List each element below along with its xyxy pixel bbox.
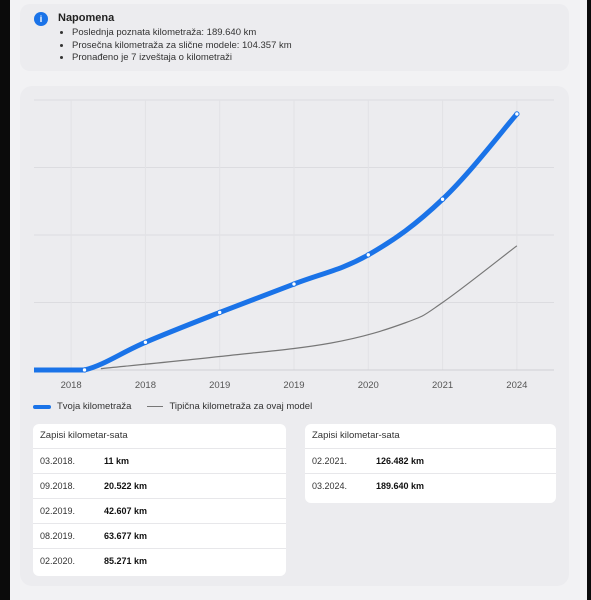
- table-row: 02.2021. 126.482 km: [305, 448, 556, 473]
- row-date: 03.2018.: [40, 456, 76, 466]
- odometer-table-left: Zapisi kilometar-sata 03.2018. 11 km 09.…: [33, 424, 286, 576]
- mileage-chart: 2018 2018 2019 2019 2020 2021 2024: [34, 99, 554, 391]
- row-km: 189.640 km: [376, 481, 425, 491]
- screen-edge-right: [587, 0, 591, 600]
- x-tick-label: 2021: [432, 380, 453, 391]
- data-point-yours: [365, 252, 371, 258]
- x-tick-label: 2019: [209, 380, 230, 391]
- note-item: Prosečna kilometraža za slične modele: 1…: [72, 40, 292, 53]
- note-item: Poslednja poznata kilometraža: 189.640 k…: [72, 27, 292, 40]
- screen-edge-left: [0, 0, 10, 600]
- row-date: 02.2019.: [40, 506, 76, 516]
- series-line-yours: [34, 111, 520, 373]
- data-point-yours: [142, 339, 149, 345]
- row-date: 02.2020.: [40, 556, 76, 566]
- legend-swatch-typical: [147, 406, 164, 407]
- info-icon: i: [34, 12, 48, 26]
- row-date: 09.2018.: [40, 481, 76, 491]
- note-list: Poslednja poznata kilometraža: 189.640 k…: [58, 27, 292, 65]
- x-tick-label: 2024: [506, 380, 527, 391]
- note-panel: i Napomena Poslednja poznata kilometraža…: [20, 4, 569, 71]
- row-date: 03.2024.: [312, 481, 348, 491]
- x-tick-label: 2018: [135, 380, 156, 391]
- row-km: 42.607 km: [104, 506, 148, 516]
- note-item: Pronađeno je 7 izveštaja o kilometraži: [72, 52, 292, 65]
- x-tick-label: 2018: [61, 380, 82, 391]
- table-title: Zapisi kilometar-sata: [40, 430, 128, 441]
- x-tick-label: 2019: [283, 380, 304, 391]
- data-point-yours: [217, 309, 223, 316]
- legend-label-yours: Tvoja kilometraža: [57, 401, 132, 412]
- data-point-yours: [439, 196, 446, 202]
- table-row: 02.2019. 42.607 km: [33, 498, 286, 523]
- row-date: 02.2021.: [312, 456, 348, 466]
- table-row: 03.2024. 189.640 km: [305, 473, 556, 498]
- data-point-yours: [514, 111, 520, 117]
- table-title: Zapisi kilometar-sata: [312, 430, 400, 441]
- row-km: 126.482 km: [376, 456, 425, 466]
- note-title: Napomena: [58, 12, 115, 24]
- row-km: 85.271 km: [104, 556, 148, 566]
- series-line-typical: [100, 245, 518, 370]
- chart-legend: Tvoja kilometraža Tipična kilometraža za…: [33, 401, 312, 412]
- table-row: 03.2018. 11 km: [33, 448, 286, 473]
- table-row: 02.2020. 85.271 km: [33, 548, 286, 573]
- data-point-yours: [81, 367, 88, 373]
- legend-label-typical: Tipična kilometraža za ovaj model: [169, 401, 313, 412]
- legend-swatch-yours: [33, 404, 51, 409]
- row-km: 11 km: [104, 456, 130, 466]
- table-row: 08.2019. 63.677 km: [33, 523, 286, 548]
- row-km: 20.522 km: [104, 481, 148, 491]
- row-date: 08.2019.: [40, 531, 76, 541]
- table-row: 09.2018. 20.522 km: [33, 473, 286, 498]
- data-point-yours: [291, 281, 297, 287]
- row-km: 63.677 km: [104, 531, 148, 541]
- odometer-table-right: Zapisi kilometar-sata 02.2021. 126.482 k…: [305, 424, 556, 503]
- x-tick-label: 2020: [358, 380, 379, 391]
